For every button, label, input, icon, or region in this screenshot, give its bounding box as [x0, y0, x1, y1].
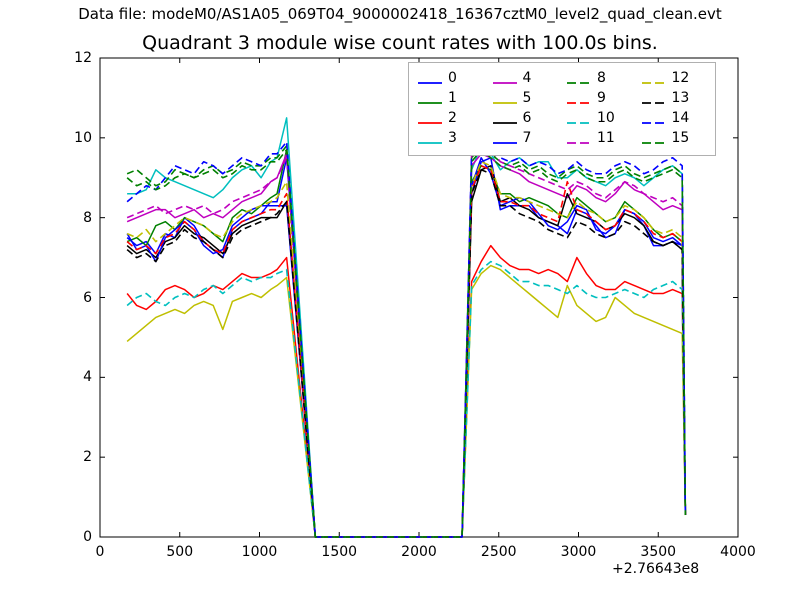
- legend-swatch-14: [641, 113, 667, 124]
- y-tick-label: 10: [74, 129, 92, 146]
- data-file-label: Data file: modeM0/AS1A05_069T04_90000024…: [78, 5, 722, 23]
- y-tick-label: 12: [74, 50, 92, 66]
- legend-label-6: 6: [522, 110, 532, 126]
- x-tick-label: 0: [95, 544, 105, 560]
- legend-entry-10[interactable]: 10: [562, 111, 637, 125]
- legend-swatch-7: [492, 133, 518, 144]
- legend-entry-14[interactable]: 14: [637, 111, 712, 125]
- legend-label-3: 3: [448, 130, 457, 146]
- legend-entry-12[interactable]: 12: [637, 71, 712, 85]
- legend-swatch-11: [566, 133, 592, 144]
- legend-label-4: 4: [522, 70, 532, 86]
- series-line-6: [126, 165, 687, 538]
- legend-label-15: 15: [671, 130, 690, 146]
- legend-label-5: 5: [522, 90, 532, 106]
- legend-label-14: 14: [671, 110, 690, 126]
- x-tick-label: 1500: [321, 544, 358, 560]
- x-axis-offset-label: +2.76643e8: [612, 561, 700, 577]
- legend-entry-3[interactable]: 3: [413, 131, 488, 145]
- chart-title: Quadrant 3 module wise count rates with …: [142, 32, 658, 54]
- legend-swatch-8: [566, 73, 592, 84]
- series-line-10: [126, 260, 687, 538]
- series-line-5: [126, 264, 687, 538]
- legend-entry-13[interactable]: 13: [637, 91, 712, 105]
- x-tick-label: 500: [166, 544, 194, 560]
- legend-swatch-4: [492, 73, 518, 84]
- legend-entry-0[interactable]: 0: [413, 71, 488, 85]
- legend-swatch-3: [417, 133, 443, 144]
- series-line-11: [126, 141, 687, 538]
- legend-entry-11[interactable]: 11: [562, 131, 637, 145]
- legend-swatch-2: [417, 113, 443, 124]
- legend-entry-9[interactable]: 9: [562, 91, 637, 105]
- x-tick-label: 2500: [480, 544, 517, 560]
- series-line-1: [126, 149, 687, 538]
- x-tick-label: 4000: [720, 544, 756, 560]
- legend-swatch-9: [566, 93, 592, 104]
- y-tick-label: 0: [83, 529, 92, 545]
- legend-label-13: 13: [671, 90, 690, 106]
- legend-swatch-13: [641, 93, 667, 104]
- legend-swatch-15: [641, 133, 667, 144]
- legend-label-8: 8: [597, 70, 606, 86]
- series-line-3: [127, 117, 687, 538]
- legend-swatch-10: [566, 113, 592, 124]
- legend-swatch-1: [417, 93, 443, 104]
- y-tick-label: 8: [83, 209, 92, 226]
- legend-entry-1[interactable]: 1: [413, 91, 488, 105]
- y-tick-label: 2: [83, 449, 92, 466]
- series-line-15: [126, 149, 687, 538]
- legend-entry-8[interactable]: 8: [562, 71, 637, 85]
- legend-entry-5[interactable]: 5: [488, 91, 563, 105]
- legend-box[interactable]: 0 4 8 12 1 5 9 13 2 6 10 14 3 7 11 15: [408, 62, 716, 156]
- legend-entry-4[interactable]: 4: [488, 71, 563, 85]
- legend-label-10: 10: [597, 110, 615, 126]
- legend-swatch-5: [492, 93, 518, 104]
- series-line-2: [126, 244, 687, 538]
- legend-swatch-6: [492, 113, 518, 124]
- legend-label-7: 7: [522, 130, 532, 146]
- x-tick-label: 2000: [401, 544, 437, 560]
- legend-label-9: 9: [597, 90, 606, 106]
- series-line-13: [126, 168, 687, 538]
- x-tick-label: 1000: [241, 544, 278, 560]
- legend-label-1: 1: [448, 90, 457, 106]
- x-tick-label: 3000: [560, 544, 597, 560]
- series-line-14: [126, 141, 687, 538]
- legend-label-0: 0: [448, 70, 457, 86]
- legend-entry-15[interactable]: 15: [637, 131, 712, 145]
- series-line-9: [126, 164, 687, 538]
- legend-label-12: 12: [671, 70, 690, 86]
- legend-entry-6[interactable]: 6: [488, 111, 563, 125]
- legend-swatch-12: [641, 73, 667, 84]
- series-line-8: [126, 145, 687, 538]
- legend-label-2: 2: [448, 110, 457, 126]
- y-tick-label: 4: [83, 369, 92, 386]
- x-tick-label: 3500: [640, 544, 677, 560]
- legend-swatch-0: [417, 73, 443, 84]
- series-line-4: [126, 153, 687, 538]
- series-line-0: [126, 157, 687, 538]
- legend-entry-2[interactable]: 2: [413, 111, 488, 125]
- series-line-12: [126, 160, 687, 538]
- y-tick-label: 6: [83, 289, 92, 306]
- legend-entry-7[interactable]: 7: [488, 131, 563, 145]
- legend-label-11: 11: [597, 130, 615, 146]
